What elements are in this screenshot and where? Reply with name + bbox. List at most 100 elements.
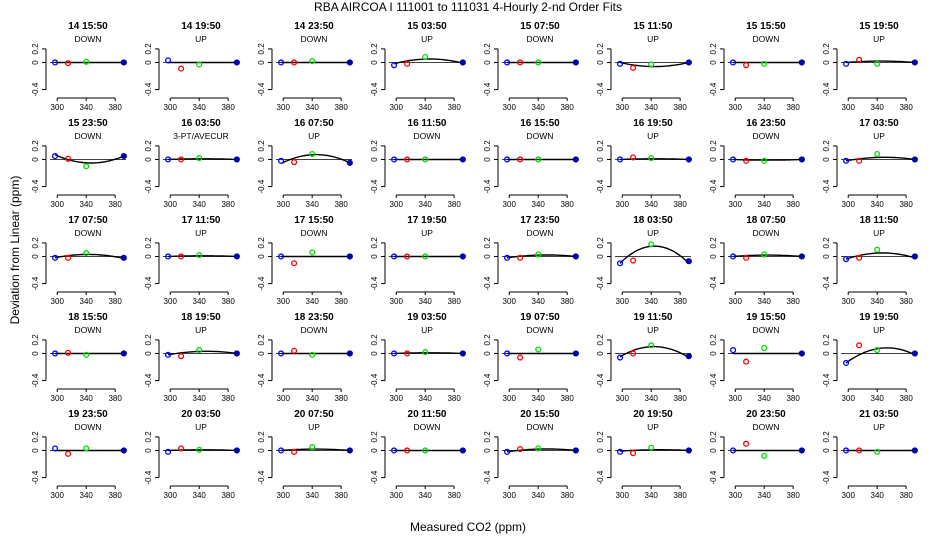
panel-time: 20 23:50 (746, 409, 786, 420)
panel: 19 11:50 UP -0.4 0 0.2 300 340 380 (596, 312, 692, 403)
data-point (196, 252, 203, 259)
x-tick-label: 380 (899, 200, 913, 209)
fit-curve (394, 352, 463, 355)
data-point (648, 155, 655, 162)
x-tick-label: 340 (306, 297, 320, 306)
y-tick-label: 0.2 (257, 237, 266, 249)
x-tick-label: 340 (419, 394, 433, 403)
data-point (648, 241, 655, 248)
panel: 19 07:50 DOWN -0.4 0 0.2 300 340 380 (483, 312, 579, 403)
data-point (517, 446, 524, 453)
data-point (685, 59, 692, 66)
x-tick-label: 340 (419, 200, 433, 209)
panel-label: UP (647, 34, 659, 44)
data-point (761, 251, 768, 258)
y-tick-label: 0 (144, 157, 153, 162)
data-point (65, 450, 72, 457)
x-tick-label: 340 (758, 103, 772, 112)
data-point (278, 447, 285, 454)
data-point (278, 157, 285, 164)
fit-curve (54, 154, 125, 164)
y-tick-label: -0.4 (31, 470, 40, 484)
data-point (459, 447, 466, 454)
panel: 17 11:50 UP -0.4 0 0.2 300 340 380 (144, 215, 240, 306)
panel-label: DOWN (75, 228, 102, 238)
x-tick-label: 380 (560, 103, 574, 112)
data-point (572, 350, 579, 357)
data-point (798, 253, 805, 260)
y-tick-label: 0.2 (370, 43, 379, 55)
panel-time: 21 03:50 (859, 409, 899, 420)
panel-time: 17 23:50 (520, 215, 560, 226)
y-tick-label: 0 (31, 157, 40, 162)
x-tick-label: 300 (277, 394, 291, 403)
data-point (630, 154, 637, 161)
fit-curve (619, 245, 690, 264)
x-tick-label: 340 (758, 297, 772, 306)
y-tick-label: 0 (596, 157, 605, 162)
data-point (291, 347, 298, 354)
panel-label: DOWN (527, 131, 554, 141)
data-point (233, 156, 240, 163)
x-tick-label: 380 (560, 394, 574, 403)
data-point (120, 152, 127, 160)
y-tick-label: 0.2 (144, 431, 153, 443)
y-tick-label: 0.2 (144, 43, 153, 55)
data-point (730, 253, 737, 260)
y-tick-label: -0.4 (370, 179, 379, 193)
panel-time: 18 03:50 (633, 215, 673, 226)
fit-curve (168, 158, 237, 161)
data-point (798, 59, 805, 66)
x-tick-label: 300 (51, 297, 65, 306)
panel-time: 19 03:50 (407, 312, 447, 323)
panel: 15 15:50 DOWN -0.4 0 0.2 300 340 380 (709, 21, 805, 112)
data-point (630, 257, 637, 264)
data-point (120, 447, 127, 454)
data-point (911, 447, 918, 454)
data-point (278, 59, 285, 66)
panel-label: UP (647, 325, 659, 335)
panel-label: UP (308, 422, 320, 432)
y-tick-label: -0.4 (483, 82, 492, 96)
y-tick-label: -0.4 (596, 470, 605, 484)
y-tick-label: -0.4 (709, 276, 718, 290)
y-tick-label: 0 (144, 351, 153, 356)
data-point (572, 156, 579, 163)
data-point (535, 251, 542, 258)
data-point (196, 155, 203, 162)
x-tick-label: 300 (729, 297, 743, 306)
panel: 19 03:50 UP -0.4 0 0.2 300 340 380 (370, 312, 466, 403)
data-point (65, 60, 72, 67)
data-point (630, 350, 637, 357)
data-point (309, 150, 316, 158)
data-point (422, 447, 429, 454)
data-point (65, 155, 72, 162)
panel: 15 07:50 DOWN -0.4 0 0.2 300 340 380 (483, 21, 579, 112)
panel: 15 11:50 UP -0.4 0 0.2 300 340 380 (596, 21, 692, 112)
data-point (730, 156, 737, 163)
panel-label: DOWN (301, 228, 328, 238)
x-tick-label: 340 (871, 200, 885, 209)
x-tick-label: 340 (193, 297, 207, 306)
data-point (535, 156, 542, 163)
data-point (52, 445, 59, 452)
y-tick-label: -0.4 (709, 470, 718, 484)
fit-curve (168, 255, 237, 258)
data-point (196, 446, 203, 453)
x-tick-label: 340 (80, 491, 94, 500)
y-tick-label: 0 (144, 60, 153, 65)
x-tick-label: 380 (786, 394, 800, 403)
y-tick-label: 0 (257, 157, 266, 162)
panel-label: UP (647, 131, 659, 141)
x-tick-label: 340 (871, 297, 885, 306)
panel: 16 03:50 3-PT/AVECUR -0.4 0 0.2 300 340 380 (144, 118, 240, 209)
panel-time: 17 11:50 (182, 215, 221, 226)
y-tick-label: 0.2 (370, 431, 379, 443)
panel-time: 20 15:50 (520, 409, 560, 420)
y-tick-label: 0 (370, 157, 379, 162)
y-tick-label: -0.4 (370, 82, 379, 96)
data-point (165, 57, 172, 64)
data-point (65, 254, 72, 261)
data-point (165, 448, 172, 455)
data-point (391, 350, 398, 357)
